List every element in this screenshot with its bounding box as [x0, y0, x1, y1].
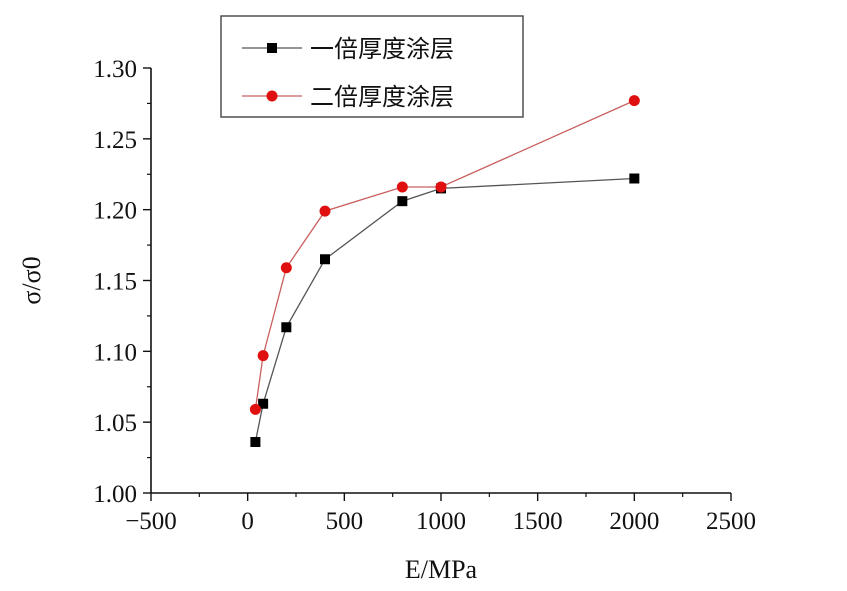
x-tick-label: 2000	[609, 508, 659, 535]
legend-marker	[267, 43, 277, 53]
x-axis-ticks: −500 0 500 1000 1500 2000 2500	[125, 493, 756, 535]
series-layer	[249, 95, 640, 447]
series-line	[254, 177, 635, 443]
y-tick-label: 1.25	[93, 127, 137, 154]
y-tick-label: 1.30	[93, 56, 137, 83]
series-2	[249, 95, 640, 415]
data-point	[250, 437, 261, 447]
data-point	[320, 254, 330, 265]
legend-label: 一倍厚度涂层	[310, 35, 454, 63]
y-axis-ticks: 1.00 1.05 1.10 1.15 1.20 1.25 1.30	[93, 56, 151, 508]
data-point	[435, 181, 447, 193]
x-tick-label: 500	[326, 508, 364, 535]
y-tick-label: 1.10	[93, 339, 137, 366]
x-axis-title: E/MPa	[405, 555, 478, 584]
data-point	[629, 173, 640, 184]
data-point	[281, 322, 292, 333]
x-tick-label: 0	[241, 508, 254, 535]
series-1	[250, 173, 640, 447]
legend-marker	[266, 90, 278, 102]
legend-label: 二倍厚度涂层	[310, 83, 454, 111]
x-tick-label: 1500	[513, 508, 563, 535]
data-point	[249, 403, 261, 415]
y-tick-label: 1.15	[93, 269, 137, 296]
axes	[150, 68, 731, 494]
data-point	[280, 262, 292, 274]
data-point	[628, 95, 640, 107]
y-tick-label: 1.05	[93, 410, 137, 437]
data-point	[319, 205, 331, 217]
y-tick-label: 1.20	[93, 198, 137, 225]
x-tick-label: 1000	[416, 508, 466, 535]
x-tick-label: 2500	[706, 508, 756, 535]
data-point	[258, 398, 269, 409]
x-tick-label: −500	[125, 508, 177, 535]
series-line	[254, 100, 635, 410]
data-point	[257, 350, 269, 362]
data-point	[396, 181, 408, 193]
y-axis-title: σ/σ0	[17, 256, 46, 304]
data-point	[397, 196, 408, 207]
y-tick-label: 1.00	[93, 481, 137, 508]
